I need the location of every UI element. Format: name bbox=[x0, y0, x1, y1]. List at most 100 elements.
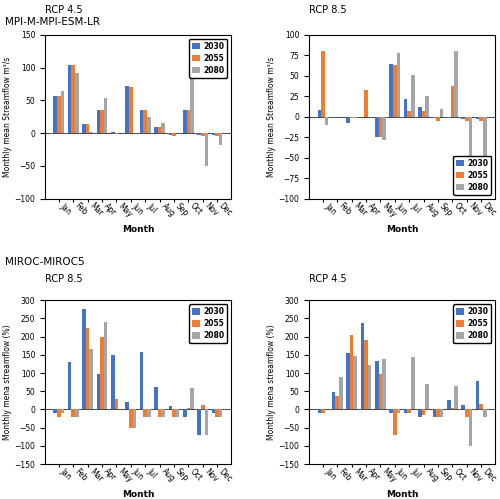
Bar bbox=[404, 410, 407, 413]
Bar bbox=[72, 65, 75, 133]
Bar bbox=[346, 117, 350, 123]
Bar bbox=[418, 107, 422, 117]
Bar bbox=[483, 410, 486, 417]
Bar bbox=[54, 410, 57, 413]
Bar bbox=[375, 117, 378, 137]
Bar bbox=[162, 123, 165, 133]
Bar bbox=[68, 65, 71, 133]
Bar bbox=[483, 117, 486, 166]
Bar bbox=[132, 410, 136, 428]
Bar bbox=[375, 361, 378, 410]
Bar bbox=[476, 381, 480, 410]
Bar bbox=[90, 132, 93, 133]
Bar bbox=[321, 51, 324, 117]
Bar bbox=[468, 410, 472, 446]
Bar bbox=[390, 410, 393, 413]
Bar bbox=[378, 117, 382, 137]
Bar bbox=[75, 410, 78, 417]
Legend: 2030, 2055, 2080: 2030, 2055, 2080 bbox=[189, 304, 227, 343]
Bar bbox=[186, 408, 190, 410]
Bar bbox=[168, 406, 172, 410]
Bar bbox=[60, 410, 64, 413]
Bar bbox=[436, 117, 440, 121]
X-axis label: Month: Month bbox=[122, 490, 154, 499]
Bar bbox=[126, 402, 129, 410]
Bar bbox=[90, 349, 93, 410]
Bar bbox=[104, 322, 108, 410]
Bar bbox=[204, 133, 208, 166]
Bar bbox=[183, 110, 186, 133]
Bar bbox=[411, 75, 414, 117]
Text: RCP 4.5: RCP 4.5 bbox=[45, 5, 82, 15]
Bar bbox=[396, 53, 400, 117]
Bar bbox=[158, 127, 162, 133]
Bar bbox=[396, 410, 400, 413]
Bar bbox=[476, 117, 480, 119]
Bar bbox=[96, 110, 100, 133]
Bar bbox=[144, 110, 147, 133]
X-axis label: Month: Month bbox=[122, 225, 154, 234]
Bar bbox=[216, 133, 219, 137]
Bar bbox=[465, 117, 468, 121]
Bar bbox=[111, 355, 114, 410]
Text: RCP 4.5: RCP 4.5 bbox=[309, 274, 346, 284]
Bar bbox=[219, 133, 222, 145]
Bar bbox=[212, 133, 216, 135]
Legend: 2030, 2055, 2080: 2030, 2055, 2080 bbox=[454, 156, 491, 195]
Bar bbox=[204, 410, 208, 435]
Bar bbox=[190, 76, 194, 133]
Bar bbox=[147, 410, 150, 417]
Bar bbox=[454, 386, 458, 410]
Bar bbox=[408, 111, 411, 117]
Bar bbox=[172, 133, 176, 137]
Bar bbox=[82, 124, 86, 133]
Bar bbox=[126, 86, 129, 133]
Bar bbox=[390, 63, 393, 117]
Bar bbox=[219, 410, 222, 417]
Bar bbox=[114, 133, 118, 134]
Bar bbox=[440, 109, 444, 117]
Bar bbox=[364, 90, 368, 117]
Bar bbox=[129, 87, 132, 133]
Bar bbox=[158, 410, 162, 417]
Bar bbox=[140, 352, 143, 410]
Bar bbox=[354, 117, 357, 118]
Bar bbox=[447, 117, 450, 118]
Y-axis label: Monthly mena streamflow (%): Monthly mena streamflow (%) bbox=[266, 324, 276, 440]
Bar bbox=[82, 309, 86, 410]
Text: RCP 8.5: RCP 8.5 bbox=[45, 274, 82, 284]
Bar bbox=[198, 133, 201, 135]
Bar bbox=[154, 387, 158, 410]
Bar bbox=[440, 410, 444, 417]
Bar bbox=[480, 404, 483, 410]
Bar bbox=[350, 335, 354, 410]
Bar bbox=[450, 86, 454, 117]
Bar bbox=[450, 408, 454, 410]
Y-axis label: Monthly mean Streamflow m³/s: Monthly mean Streamflow m³/s bbox=[2, 57, 12, 177]
Bar bbox=[454, 51, 458, 117]
Bar bbox=[168, 133, 172, 135]
Bar bbox=[75, 73, 78, 133]
Bar bbox=[382, 358, 386, 410]
Bar bbox=[54, 96, 57, 133]
Bar bbox=[114, 399, 118, 410]
Bar bbox=[104, 98, 108, 133]
Bar bbox=[140, 110, 143, 133]
Bar bbox=[147, 117, 150, 133]
Bar bbox=[162, 410, 165, 417]
Bar bbox=[72, 410, 75, 417]
Bar bbox=[186, 110, 190, 133]
Legend: 2030, 2055, 2080: 2030, 2055, 2080 bbox=[189, 39, 227, 78]
Bar bbox=[86, 327, 90, 410]
Bar bbox=[172, 410, 176, 417]
Bar bbox=[426, 96, 429, 117]
Y-axis label: Monthly mean Streamflow m³/s: Monthly mean Streamflow m³/s bbox=[266, 57, 276, 177]
Bar bbox=[432, 117, 436, 118]
Bar bbox=[212, 410, 216, 413]
Bar bbox=[436, 410, 440, 417]
Bar bbox=[404, 99, 407, 117]
Bar bbox=[190, 388, 194, 410]
Bar bbox=[96, 374, 100, 410]
X-axis label: Month: Month bbox=[386, 225, 418, 234]
Bar bbox=[462, 405, 465, 410]
